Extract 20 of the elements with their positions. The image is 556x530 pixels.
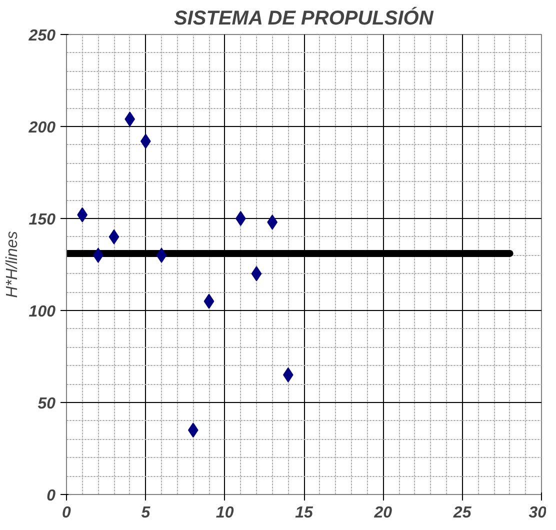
y-tick-label: 100 (28, 304, 56, 320)
y-tick-label: 200 (28, 120, 56, 136)
x-tick-label: 25 (452, 504, 472, 522)
chart-title: SISTEMA DE PROPULSIÓN (174, 6, 434, 30)
y-tick-label: 250 (28, 28, 56, 44)
point (156, 248, 167, 263)
x-tick-label: 20 (373, 504, 392, 522)
x-tick-label: 0 (62, 504, 72, 522)
y-tick-label: 0 (46, 488, 56, 504)
y-tick-label: 50 (38, 396, 56, 412)
y-axis-title: H*H/lines (4, 231, 21, 298)
y-tick-label: 150 (28, 212, 56, 228)
point (204, 294, 214, 309)
x-tick-label: 15 (295, 504, 314, 522)
point (236, 211, 246, 226)
x-tick-label: 5 (141, 504, 152, 522)
point (251, 266, 262, 282)
x-tick-label: 30 (528, 504, 547, 522)
point (108, 229, 120, 244)
x-tick-label: 10 (216, 504, 234, 522)
